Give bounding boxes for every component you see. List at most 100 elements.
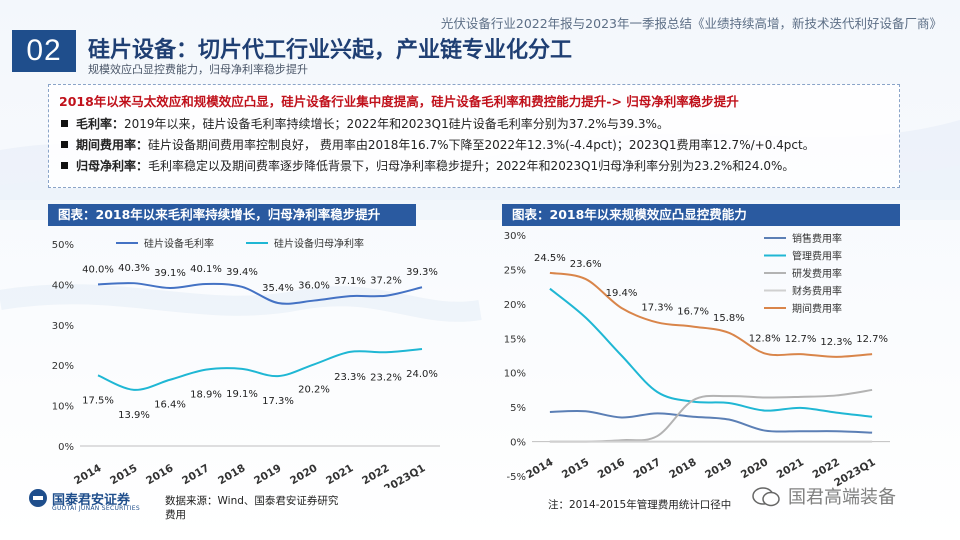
legend-label: 管理费用率 [792,250,842,263]
data-label: 12.3% [820,337,852,348]
x-tick-label: 2019 [703,456,734,481]
summary-bullet: 归母净利率：毛利率稳定以及期间费率逐步降低背景下，归母净利率稳步提升；2022年… [59,158,889,174]
data-label: 12.8% [749,333,781,344]
legend-label: 硅片设备归母净利率 [274,237,364,250]
company-name-en: GUOTAI JUNAN SECURITIES [52,505,140,512]
bullet-label: 期间费用率： [76,138,149,152]
y-tick-label: 30% [504,231,526,242]
y-tick-label: 0% [510,438,526,449]
series-line-5 [549,271,873,358]
data-label: 20.2% [298,384,330,395]
data-label: 16.7% [677,307,709,318]
chart-note: 注：2014-2015年管理费用统计口径中 [548,499,732,511]
data-label: 17.3% [641,302,673,313]
x-tick-label: 2016 [144,462,175,487]
data-label: 37.2% [370,276,402,287]
data-label: 13.9% [118,410,150,421]
series-line-1 [549,409,873,434]
data-label: 35.4% [262,283,294,294]
square-bullet-icon [61,120,68,127]
company-logo-icon [29,489,47,507]
company-name: 国泰君安证券 [52,493,131,508]
series-line-1 [97,282,423,305]
data-label: 16.4% [154,400,186,411]
data-label: 23.6% [570,259,602,270]
data-label: 39.4% [226,267,258,278]
x-tick-label: 2021 [775,456,806,481]
data-label: 17.5% [82,395,114,406]
series-line-3 [549,388,873,443]
summary-headline: 2018年以来马太效应和规模效应凸显，硅片设备行业集中度提高，硅片设备毛利率和费… [59,94,739,109]
data-label: 23.2% [370,372,402,383]
data-source: 数据来源：Wind、国泰君安证券研究 费用 [165,494,365,522]
expense-line-chart: -5%0%5%10%15%20%25%30%2014 2015 2016 2017 20… [504,231,890,489]
x-tick-label: 2015 [108,462,139,487]
x-tick-label: 2017 [631,456,662,481]
margin-line-chart: 0% 10% 20% 30% 40% 50% 2014 2015 2016 2017 2018 201… [52,237,440,488]
page-subtitle: 规模效应凸显控费能力，归母净利率稳步提升 [88,63,308,76]
x-tick-label: 2015 [560,456,591,481]
legend-label: 财务费用率 [792,285,842,298]
summary-box: 2018年以来马太效应和规模效应凸显，硅片设备行业集中度提高，硅片设备毛利率和费… [48,84,900,188]
legend-label: 销售费用率 [792,232,842,245]
y-tick-label: 10% [52,402,74,413]
source-line: 数据来源：Wind、国泰君安证券研究 [165,495,339,507]
data-label: 40.0% [82,264,114,275]
report-title: 光伏设备行业2022年报与2023年一季报总结《业绩持续高增，新技术迭代利好设备… [440,16,942,31]
data-label: 12.7% [785,334,817,345]
series-line-2 [97,348,423,391]
data-label: 17.3% [262,396,294,407]
data-label: 24.0% [406,369,438,380]
data-label: 19.1% [226,389,258,400]
square-bullet-icon [61,162,68,169]
y-tick-label: 5% [510,403,526,414]
data-label: 12.7% [856,334,888,345]
section-number: 02 [12,30,76,72]
bullet-label: 毛利率： [76,117,125,131]
y-tick-label: 10% [504,369,526,380]
data-label: 19.4% [606,288,638,299]
right-chart-title: 图表：2018年以来规模效应凸显控费能力 [502,204,900,226]
legend-label: 研发费用率 [792,267,842,280]
data-label: 15.8% [713,313,745,324]
y-tick-label: 20% [52,361,74,372]
data-label: 24.5% [534,253,566,264]
legend-label: 硅片设备毛利率 [144,237,214,250]
x-tick-label: 2023Q1 [382,462,427,488]
y-tick-label: 20% [504,300,526,311]
data-label: 40.1% [190,264,222,275]
bullet-text: 毛利率稳定以及期间费率逐步降低背景下，归母净利率稳步提升；2022年和2023Q… [148,159,795,173]
y-tick-label: 50% [52,240,74,251]
x-tick-label: 2018 [216,462,247,487]
data-label: 18.9% [190,390,222,401]
watermark-text: 国君高端装备 [788,487,896,508]
x-tick-label: 2014 [72,462,103,487]
summary-bullet: 毛利率：2019年以来，硅片设备毛利率持续增长；2022年和2023Q1硅片设备… [59,116,889,132]
x-tick-label: 2014 [524,456,555,481]
x-tick-label: 2018 [667,456,698,481]
left-chart-title: 图表：2018年以来毛利率持续增长，归母净利率稳步提升 [48,204,416,226]
data-label: 23.3% [334,372,366,383]
data-label: 37.1% [334,276,366,287]
x-tick-label: 2019 [252,462,283,487]
x-tick-label: 2016 [596,456,627,481]
x-tick-label: 2017 [180,462,211,487]
square-bullet-icon [61,141,68,148]
series-line-2 [549,287,873,418]
page-title: 硅片设备：切片代工行业兴起，产业链专业化分工 [88,38,573,63]
data-label: 39.3% [406,267,438,278]
x-tick-label: 2021 [324,462,355,487]
y-tick-label: 25% [504,265,526,276]
y-tick-label: -5% [507,472,526,483]
y-tick-label: 15% [504,334,526,345]
source-suffix: 费用 [165,509,186,521]
wechat-icon [752,487,780,507]
data-label: 39.1% [154,268,186,279]
bullet-label: 归母净利率： [76,159,149,173]
y-tick-label: 0% [58,442,74,453]
data-label: 36.0% [298,281,330,292]
y-tick-label: 30% [52,321,74,332]
bullet-text: 硅片设备期间费用率控制良好， 费用率由2018年16.7%下降至2022年12.… [148,138,815,152]
summary-bullet: 期间费用率：硅片设备期间费用率控制良好， 费用率由2018年16.7%下降至20… [59,137,889,153]
legend-label: 期间费用率 [792,302,842,315]
